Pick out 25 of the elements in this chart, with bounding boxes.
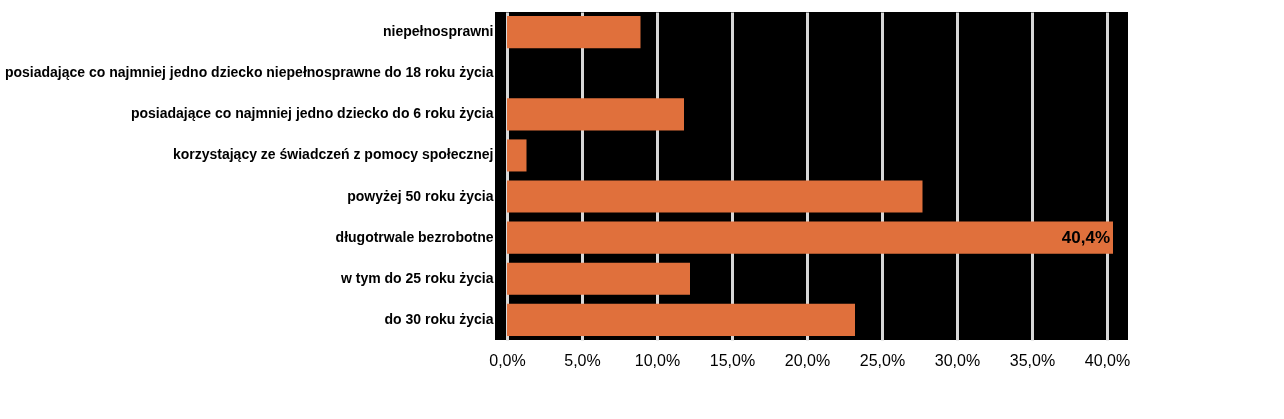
y-tick-label: powyżej 50 roku życia [347,187,494,204]
y-tick-label: długotrwale bezrobotne [335,228,494,245]
bar [507,98,684,131]
y-tick-label: posiadające co najmniej jedno dziecko do 6 roku życia [130,105,494,122]
bar [507,16,641,49]
bar [507,139,527,172]
data-label: 40,4% [1061,227,1110,247]
x-tick-label: 10,0% [634,351,681,369]
x-tick-label: 35,0% [1009,351,1056,369]
bar [507,180,923,213]
x-tick-label: 25,0% [859,351,906,369]
y-tick-label: do 30 roku życia [384,310,494,327]
y-tick-label: korzystający ze świadczeń z pomocy społecznej [172,146,494,163]
x-tick-label: 40,0% [1084,351,1131,369]
x-tick-label: 30,0% [934,351,981,369]
bar [507,262,690,295]
y-tick-label: niepełnosprawni [383,23,494,40]
x-tick-label: 20,0% [784,351,831,369]
bar [507,221,1113,254]
y-tick-label: posiadające co najmniej jedno dziecko niepełnosprawne do 18 roku życia [4,64,494,81]
y-tick-label: w tym do 25 roku życia [340,269,494,286]
bar [507,303,855,336]
x-tick-label: 0,0% [489,351,526,369]
x-tick-label: 15,0% [709,351,756,369]
x-tick-label: 5,0% [564,351,601,369]
